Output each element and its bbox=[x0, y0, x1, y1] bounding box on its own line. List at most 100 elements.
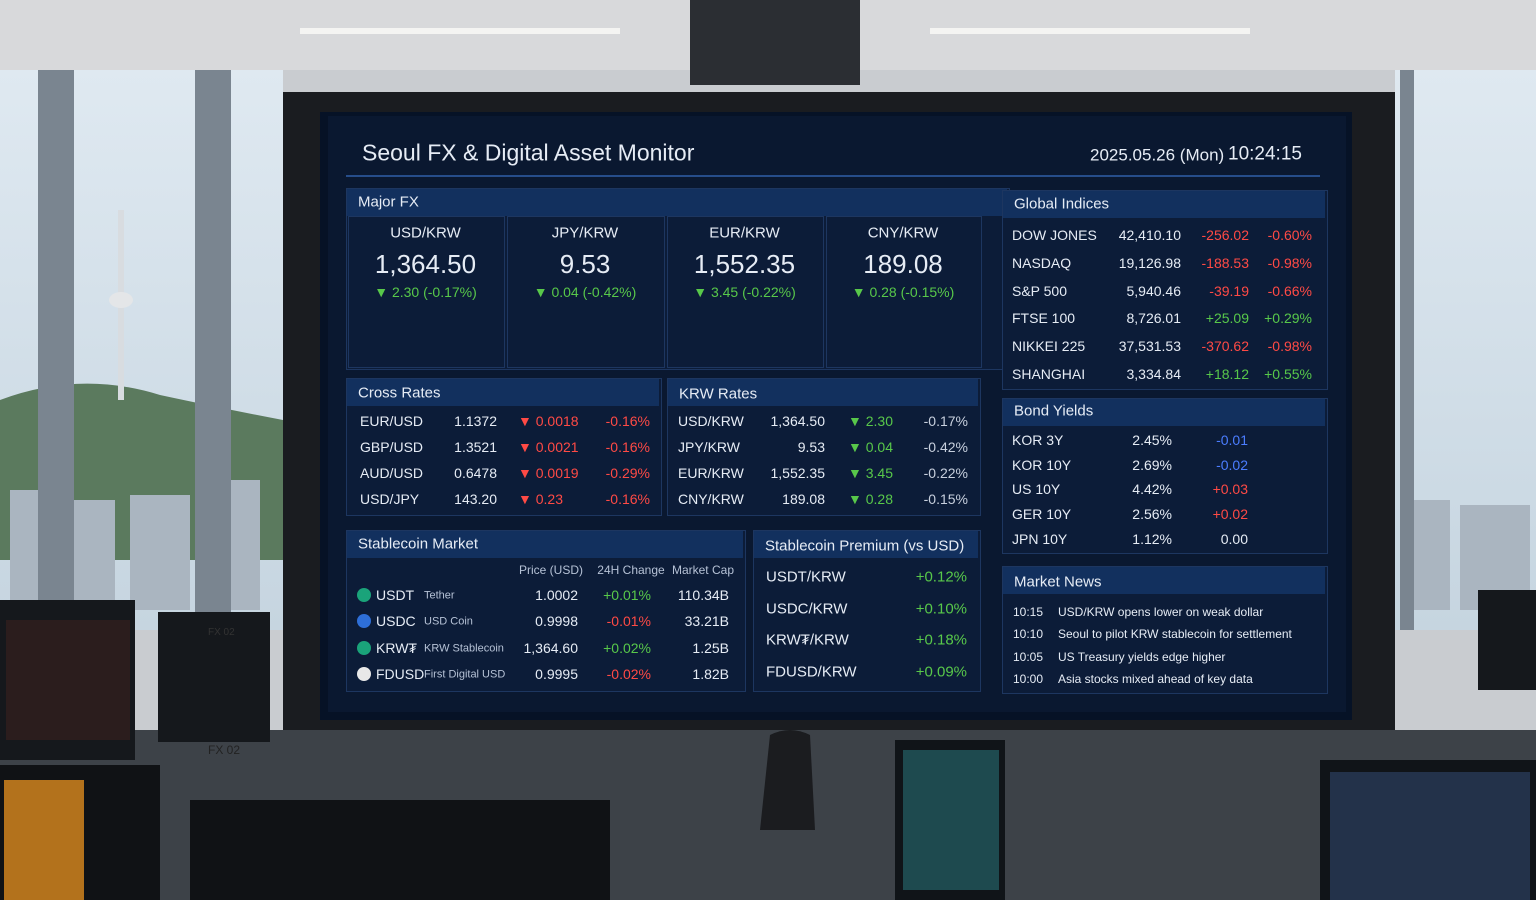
coin-name: Tether bbox=[424, 589, 455, 602]
panel-title: KRW Rates bbox=[679, 385, 758, 403]
coin-icon bbox=[357, 640, 371, 655]
coin-name: KRW Stablecoin bbox=[424, 642, 504, 655]
fx-pair: USD/KRW bbox=[390, 224, 461, 242]
index-value: 5,940.46 bbox=[1126, 282, 1182, 299]
index-name: SHANGHAI bbox=[1012, 366, 1086, 382]
change: ▼ 0.04 bbox=[848, 439, 893, 455]
market-cap: 33.21B bbox=[684, 613, 729, 630]
panel-title-bar bbox=[754, 531, 978, 558]
change: ▼ 0.23 bbox=[518, 491, 563, 507]
change: +0.02 bbox=[1212, 506, 1248, 523]
market-cap: 1.82B bbox=[692, 665, 729, 682]
coin-icon bbox=[357, 588, 371, 602]
panel-title-bar bbox=[1003, 399, 1325, 426]
change-pct: -0.29% bbox=[605, 465, 650, 481]
index-value: 19,126.98 bbox=[1118, 254, 1181, 271]
coin-name: First Digital USD bbox=[424, 668, 506, 681]
index-name: FTSE 100 bbox=[1012, 310, 1076, 327]
time: 10:24:15 bbox=[1228, 143, 1302, 165]
index-name: S&P 500 bbox=[1012, 282, 1068, 299]
fx-card bbox=[826, 216, 982, 368]
change: -256.02 bbox=[1201, 227, 1249, 243]
rate: 9.53 bbox=[797, 439, 825, 455]
panel-title: Market News bbox=[1014, 573, 1102, 591]
bond-name: GER 10Y bbox=[1012, 506, 1072, 523]
price: 0.9995 bbox=[535, 665, 578, 682]
panel-title: Cross Rates bbox=[358, 384, 441, 402]
index-value: 3,334.84 bbox=[1126, 366, 1182, 382]
change-pct: -0.98% bbox=[1267, 338, 1312, 355]
rate: 0.6478 bbox=[454, 465, 497, 481]
index-value: 8,726.01 bbox=[1126, 310, 1182, 327]
change-pct: -0.22% bbox=[923, 465, 968, 481]
news-time: 10:05 bbox=[1013, 649, 1044, 664]
change: -0.01 bbox=[1216, 432, 1248, 448]
dashboard-title: Seoul FX & Digital Asset Monitor bbox=[362, 139, 695, 166]
coin-symbol: KRW₮ bbox=[376, 639, 417, 656]
panel-title-bar bbox=[1003, 191, 1325, 218]
pair: FDUSD/KRW bbox=[766, 663, 857, 681]
change: ▼ 0.0019 bbox=[518, 465, 579, 481]
news-headline: US Treasury yields edge higher bbox=[1058, 649, 1226, 664]
pair: USDC/KRW bbox=[766, 600, 848, 618]
panel-title-bar bbox=[668, 379, 978, 406]
change-pct: -0.98% bbox=[1267, 254, 1312, 271]
panel-title: Global Indices bbox=[1014, 195, 1110, 213]
monitor-label: FX 02 bbox=[208, 627, 235, 638]
index-value: 42,410.10 bbox=[1118, 227, 1181, 243]
rate: 1,552.35 bbox=[770, 465, 826, 481]
change: -0.01% bbox=[606, 613, 651, 630]
change: ▼ 2.30 bbox=[848, 413, 893, 429]
rate: 1.1372 bbox=[454, 413, 497, 429]
coin-icon bbox=[357, 666, 371, 681]
premium: +0.09% bbox=[915, 663, 967, 681]
major-fx-panel bbox=[346, 188, 1010, 370]
change-pct: -0.60% bbox=[1267, 227, 1312, 243]
panel-title-bar bbox=[347, 189, 1007, 216]
market-cap: 1.25B bbox=[692, 639, 729, 656]
coin-name: USD Coin bbox=[424, 615, 473, 628]
index-name: NASDAQ bbox=[1012, 254, 1072, 271]
panel-title: Bond Yields bbox=[1014, 402, 1094, 420]
fx-change: ▼ 2.30 (-0.17%) bbox=[374, 284, 477, 300]
bond-name: KOR 10Y bbox=[1012, 456, 1072, 473]
pair: CNY/KRW bbox=[678, 491, 744, 507]
pair: EUR/KRW bbox=[678, 465, 744, 481]
change-pct: -0.16% bbox=[605, 413, 650, 429]
monitor-label: FX 02 bbox=[208, 743, 241, 757]
rate: 1.3521 bbox=[454, 439, 497, 455]
fx-pair: JPY/KRW bbox=[551, 224, 619, 242]
news-headline: Asia stocks mixed ahead of key data bbox=[1058, 672, 1253, 687]
pair: KRW₮/KRW bbox=[766, 631, 849, 649]
change: -0.02 bbox=[1216, 456, 1248, 473]
change-pct: +0.29% bbox=[1264, 310, 1312, 327]
change: +0.01% bbox=[603, 587, 651, 603]
fx-pair: CNY/KRW bbox=[867, 224, 939, 242]
change: ▼ 0.0018 bbox=[518, 413, 579, 429]
change: ▼ 0.0021 bbox=[518, 439, 579, 455]
change: +0.03 bbox=[1212, 481, 1248, 498]
news-headline: USD/KRW opens lower on weak dollar bbox=[1058, 605, 1264, 619]
change: +0.02% bbox=[603, 639, 651, 656]
coin-symbol: USDT bbox=[376, 587, 415, 603]
change-pct: -0.17% bbox=[923, 413, 968, 429]
change-pct: -0.42% bbox=[923, 439, 968, 455]
fx-rate: 1,364.50 bbox=[374, 249, 477, 279]
change: +18.12 bbox=[1205, 366, 1249, 382]
change-pct: -0.66% bbox=[1267, 282, 1312, 299]
fx-card bbox=[667, 216, 824, 368]
fx-change: ▼ 3.45 (-0.22%) bbox=[693, 284, 796, 300]
rate: 143.20 bbox=[454, 491, 497, 507]
index-name: DOW JONES bbox=[1012, 227, 1097, 243]
bond-name: KOR 3Y bbox=[1012, 432, 1064, 448]
change-pct: -0.15% bbox=[923, 491, 968, 507]
news-headline: Seoul to pilot KRW stablecoin for settle… bbox=[1058, 627, 1292, 642]
change: ▼ 0.28 bbox=[848, 491, 893, 507]
yield: 2.45% bbox=[1132, 432, 1172, 448]
column-header: Price (USD) bbox=[518, 563, 583, 577]
premium: +0.12% bbox=[915, 568, 967, 586]
pair: GBP/USD bbox=[360, 439, 424, 455]
coin-icon bbox=[357, 614, 371, 629]
yield: 4.42% bbox=[1132, 481, 1172, 498]
